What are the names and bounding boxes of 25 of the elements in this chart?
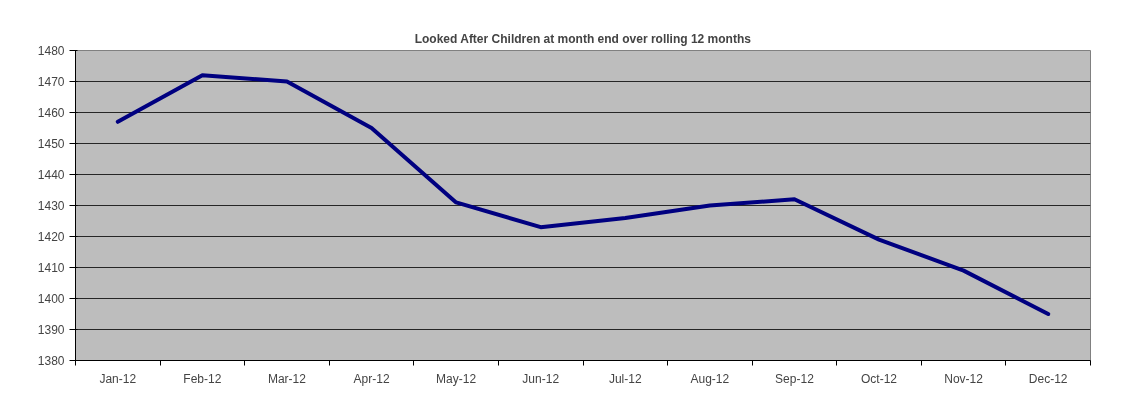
- y-tick-label: 1440: [37, 168, 65, 182]
- chart-title: Looked After Children at month end over rolling 12 months: [414, 31, 752, 46]
- x-tick-label: Sep-12: [775, 371, 815, 386]
- line-series: [115, 73, 1051, 316]
- y-tick-label: 1480: [37, 44, 65, 58]
- x-tick-label: Mar-12: [267, 371, 307, 386]
- x-tick-label: Nov-12: [944, 371, 984, 386]
- y-tick-label: 1470: [37, 75, 65, 89]
- y-tick-label: 1390: [37, 323, 65, 337]
- x-tick-label: Dec-12: [1028, 371, 1068, 386]
- y-tick-label: 1380: [37, 354, 65, 368]
- y-tick-label: 1400: [37, 292, 65, 306]
- x-tick-label: Apr-12: [353, 371, 390, 386]
- y-tick-label: 1420: [37, 230, 65, 244]
- x-tick-label: May-12: [436, 371, 477, 386]
- x-tick-label: Oct-12: [861, 371, 898, 386]
- y-tick-label: 1410: [37, 261, 65, 275]
- y-tick-label: 1430: [37, 199, 65, 213]
- x-tick-label: Aug-12: [690, 371, 730, 386]
- y-tick-label: 1450: [37, 137, 65, 151]
- x-tick-label: Jun-12: [522, 371, 560, 386]
- y-tick-label: 1460: [37, 106, 65, 120]
- x-tick-label: Jan-12: [99, 371, 137, 386]
- x-tick-label: Feb-12: [183, 371, 222, 386]
- x-tick-label: Jul-12: [608, 371, 642, 386]
